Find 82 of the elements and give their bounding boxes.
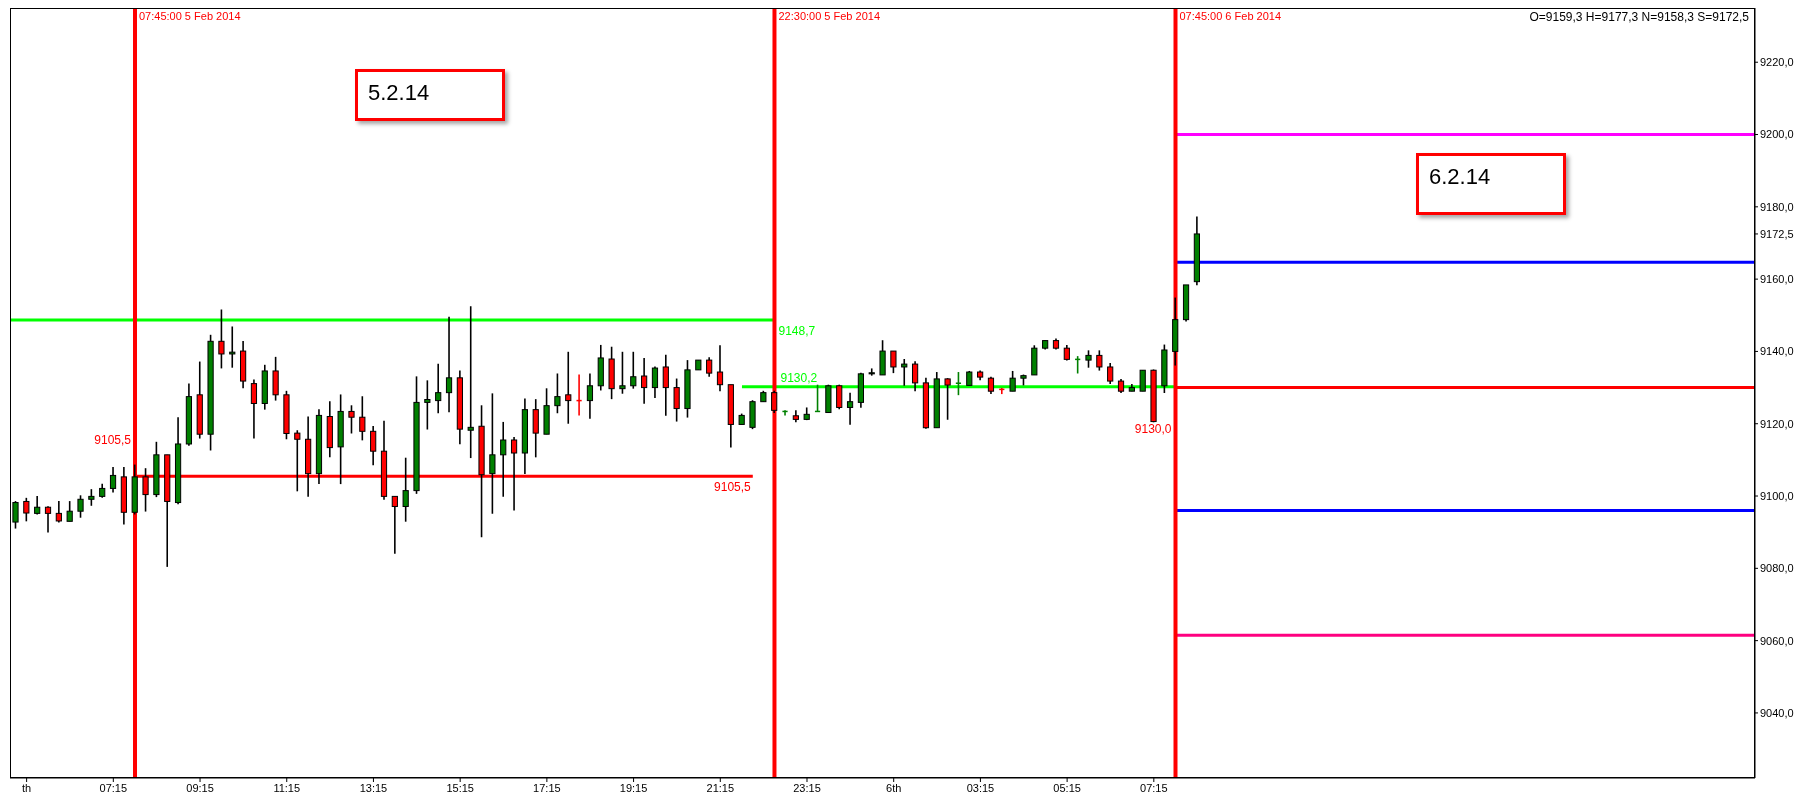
annotation: 9148,7: [778, 323, 816, 338]
annotation: 9105,5: [714, 480, 752, 495]
candlestick: [651, 365, 659, 399]
candlestick: [706, 356, 713, 378]
candlestick: [868, 367, 875, 377]
candlestick: [66, 500, 73, 523]
candlestick: [890, 350, 897, 374]
y-tick-label: 9160,0: [1760, 273, 1794, 286]
candlestick: [662, 353, 669, 417]
text-box: 6.2.14: [1416, 153, 1566, 215]
chart-title: O=9159,3 H=9177,3 N=9158,3 S=9172,5: [1529, 10, 1749, 24]
candlestick: [370, 425, 377, 467]
ref-line-label: 07:45:00 6 Feb 2014: [1179, 10, 1282, 22]
y-tick-label: 9040,0: [1760, 706, 1794, 719]
candlestick: [467, 305, 474, 459]
candlestick: [500, 421, 507, 498]
candlestick: [1009, 370, 1016, 392]
candlestick: [1107, 362, 1114, 385]
annotation: 9130,2: [780, 370, 818, 385]
x-tick-label: 23:15: [793, 781, 821, 794]
candlestick: [445, 315, 453, 413]
y-tick-label: 9172,5: [1760, 227, 1794, 240]
y-tick-label: 9060,0: [1760, 634, 1794, 647]
x-tick-label: 05:15: [1053, 781, 1081, 794]
candlestick: [565, 350, 572, 425]
y-tick-label: 9200,0: [1760, 128, 1794, 141]
x-tick-label: th: [22, 781, 32, 794]
candlestick: [12, 500, 19, 530]
candlestick: [272, 356, 279, 402]
x-tick-label: 07:15: [99, 781, 128, 794]
annotation: 9130,0: [1134, 421, 1172, 436]
candlestick: [532, 398, 539, 459]
ref-line-label: 22:30:00 5 Feb 2014: [778, 10, 881, 22]
candlestick: [1139, 369, 1146, 392]
candlestick: [44, 505, 52, 534]
candlestick: [23, 497, 30, 523]
candlestick: [716, 344, 724, 392]
candlestick: [359, 395, 366, 442]
candlestick: [77, 494, 84, 519]
candlestick: [836, 383, 843, 411]
candlestick: [911, 360, 919, 392]
candlestick: [229, 325, 236, 369]
y-tick-label: 9180,0: [1760, 200, 1794, 213]
candlestick: [554, 372, 561, 415]
candlestick: [402, 456, 409, 523]
annotation: 9105,5: [94, 433, 132, 448]
candlestick: [348, 404, 355, 435]
candlestick: [879, 339, 886, 376]
x-tick-label: 13:15: [359, 781, 388, 794]
candlestick: [846, 391, 854, 426]
y-tick-label: 9080,0: [1760, 562, 1794, 575]
candlestick: [435, 362, 442, 415]
candlestick: [955, 371, 962, 396]
candlestick: [391, 495, 398, 555]
text-box: 5.2.14: [355, 69, 505, 121]
candlestick: [619, 350, 626, 395]
candlestick: [250, 378, 258, 440]
candlestick: [424, 379, 431, 431]
candlestick: [901, 358, 908, 387]
candlestick: [630, 350, 637, 390]
candlestick: [109, 466, 117, 494]
x-tick-label: 17:15: [533, 781, 561, 794]
x-tick-label: 21:15: [706, 781, 735, 794]
x-tick-label: 19:15: [619, 781, 648, 794]
y-tick-label: 9100,0: [1760, 489, 1794, 502]
y-tick-label: 9120,0: [1760, 417, 1794, 430]
x-tick-label: 15:15: [446, 781, 474, 794]
x-tick-label: 11:15: [273, 781, 301, 794]
candlestick: [218, 308, 225, 370]
candlestick: [489, 392, 496, 515]
x-tick-label: 6th: [886, 781, 902, 794]
candlestick: [641, 357, 648, 405]
x-tick-label: 03:15: [966, 781, 995, 794]
x-tick-label: 07:15: [1140, 781, 1168, 794]
y-tick-label: 9140,0: [1760, 345, 1794, 358]
candlestick: [1096, 349, 1103, 372]
candlestick: [673, 377, 680, 423]
x-tick-label: 09:15: [186, 781, 214, 794]
ref-line-label: 07:45:00 5 Feb 2014: [139, 10, 241, 22]
candlestick: [944, 377, 951, 421]
y-tick-label: 9220,0: [1760, 56, 1794, 69]
candlestick: [586, 372, 594, 420]
